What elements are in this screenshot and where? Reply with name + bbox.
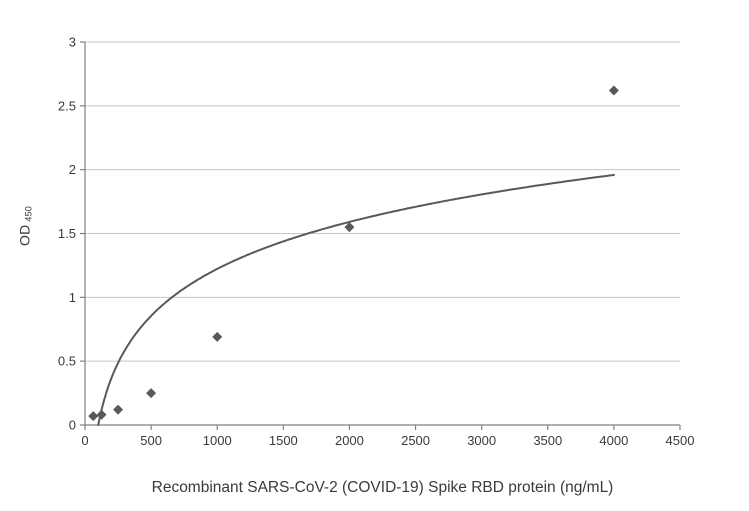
data-point-marker [88, 411, 99, 422]
y-tick-label: 0 [69, 418, 76, 433]
x-tick-label: 0 [81, 433, 88, 448]
x-tick-label: 3500 [533, 433, 562, 448]
data-point-marker [146, 388, 157, 399]
y-tick-label: 0.5 [58, 354, 76, 369]
y-axis-title: OD 450 [17, 206, 34, 246]
y-axis-title-text: OD [16, 224, 33, 247]
x-tick-label: 4500 [666, 433, 695, 448]
x-tick-label: 500 [140, 433, 162, 448]
y-tick-label: 1 [69, 290, 76, 305]
y-tick-label: 2 [69, 162, 76, 177]
y-axis-title-subscript: 450 [23, 205, 34, 222]
data-point-marker [608, 85, 619, 96]
data-point-marker [96, 409, 107, 420]
x-tick-label: 1000 [203, 433, 232, 448]
y-tick-label: 1.5 [58, 226, 76, 241]
x-tick-label: 4000 [599, 433, 628, 448]
x-tick-label: 2500 [401, 433, 430, 448]
y-tick-label: 3 [69, 35, 76, 50]
x-tick-label: 3000 [467, 433, 496, 448]
y-tick-label: 2.5 [58, 98, 76, 113]
data-point-marker [344, 222, 355, 233]
x-axis-title: Recombinant SARS-CoV-2 (COVID-19) Spike … [151, 479, 614, 496]
trend-line [97, 173, 615, 426]
data-point-marker [113, 404, 124, 415]
data-point-marker [212, 331, 223, 342]
x-tick-label: 1500 [269, 433, 298, 448]
x-tick-label: 2000 [335, 433, 364, 448]
